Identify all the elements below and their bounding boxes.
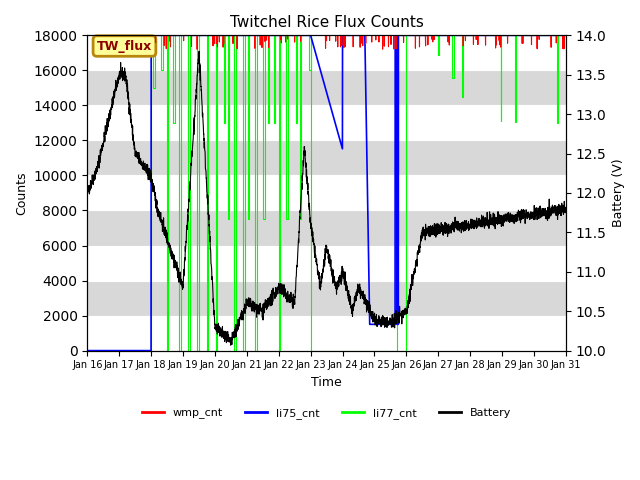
Bar <box>87 141 566 176</box>
Bar <box>87 71 566 106</box>
X-axis label: Time: Time <box>311 376 342 389</box>
Legend: wmp_cnt, li75_cnt, li77_cnt, Battery: wmp_cnt, li75_cnt, li77_cnt, Battery <box>137 404 516 423</box>
Title: Twitchel Rice Flux Counts: Twitchel Rice Flux Counts <box>230 15 424 30</box>
Y-axis label: Battery (V): Battery (V) <box>612 159 625 228</box>
Text: TW_flux: TW_flux <box>97 39 152 52</box>
Bar <box>87 211 566 245</box>
Y-axis label: Counts: Counts <box>15 171 28 215</box>
Bar <box>87 280 566 315</box>
